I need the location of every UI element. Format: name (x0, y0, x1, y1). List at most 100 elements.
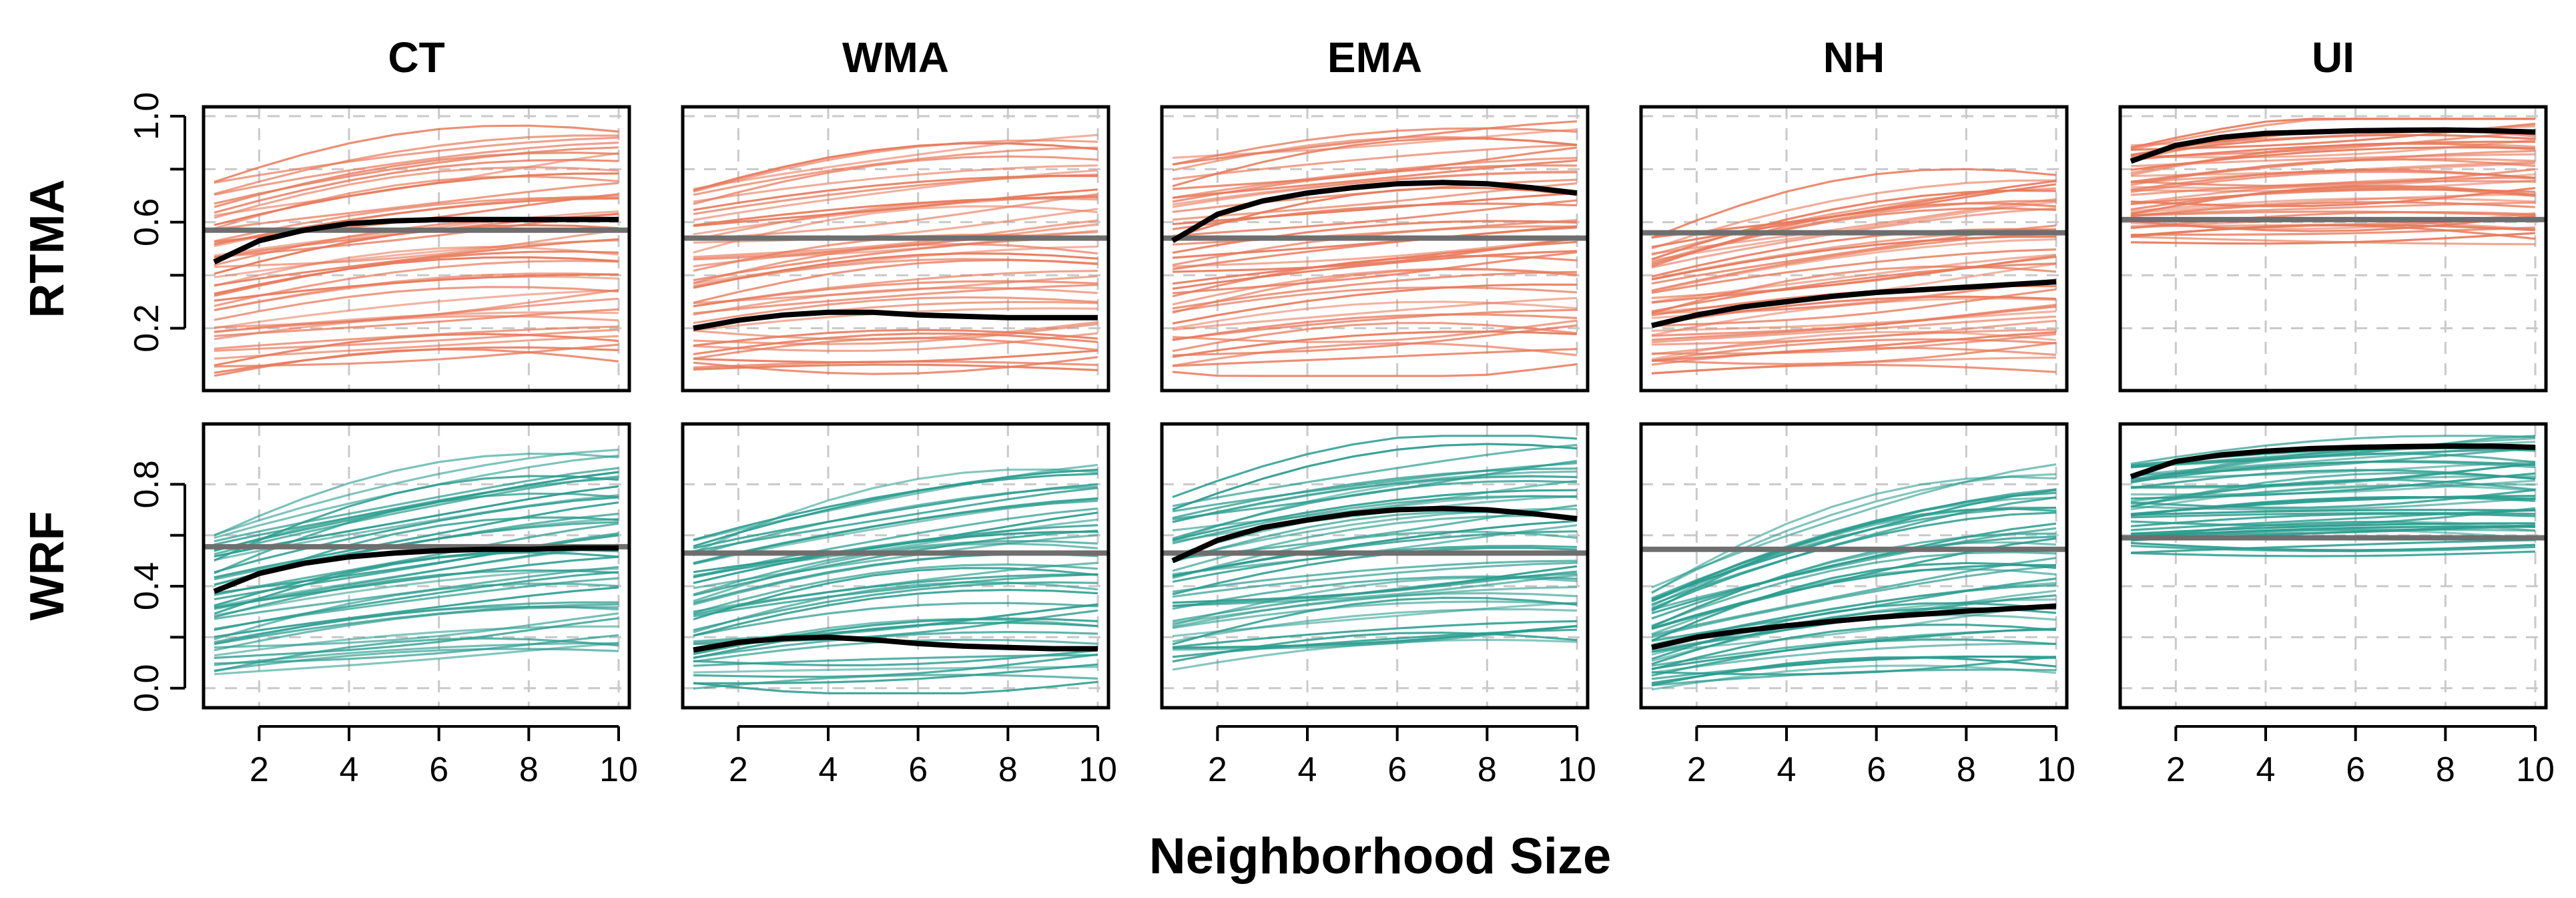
member-line (2130, 130, 2536, 159)
member-line (1172, 443, 1578, 507)
member-line (214, 543, 619, 610)
member-line (214, 182, 619, 231)
x-tick-label-ct-1: 4 (340, 750, 359, 789)
mean-line (1171, 180, 1578, 244)
member-line (1172, 596, 1578, 646)
member-line (1172, 120, 1578, 166)
member-line (693, 581, 1098, 632)
member-line (1172, 250, 1578, 290)
mean-line (693, 634, 1098, 653)
member-line (1651, 262, 2057, 313)
y-tick-label-rtma-0: 0.2 (127, 304, 166, 352)
member-line (693, 604, 1098, 643)
member-line (214, 532, 619, 601)
member-line (1651, 656, 2057, 676)
panel-frame (681, 422, 1110, 710)
member-line (1651, 304, 2057, 337)
x-tick-label-ct-0: 2 (250, 750, 269, 789)
member-line (2130, 545, 2536, 553)
member-line (214, 286, 619, 321)
x-tick-label-ema-0: 2 (1208, 750, 1227, 789)
member-line (693, 270, 1098, 308)
member-line (1651, 628, 2057, 670)
panel-rtma-ema (1160, 105, 1590, 393)
member-line (1172, 363, 1578, 377)
member-line (214, 471, 619, 546)
member-line (214, 334, 619, 360)
member-line (1651, 228, 2057, 278)
member-line (693, 487, 1098, 553)
member-line (1172, 170, 1578, 206)
member-line (1172, 625, 1578, 649)
member-line (1651, 565, 2057, 638)
member-line (693, 463, 1098, 541)
panel-frame (2118, 422, 2548, 710)
y-tick-label-wrf-2: 0.8 (127, 460, 166, 508)
member-line (1651, 557, 2057, 636)
member-line (1651, 532, 2057, 628)
member-line (1172, 489, 1578, 541)
member-line (693, 473, 1098, 541)
member-line (1172, 157, 1578, 199)
panel-rtma-nh (1639, 105, 2069, 393)
member-line (2130, 469, 2536, 489)
member-line (1651, 179, 2057, 250)
member-line (2130, 447, 2536, 477)
member-line (693, 332, 1098, 355)
member-line (2130, 522, 2535, 535)
member-line (693, 196, 1098, 227)
mean-line (2130, 443, 2536, 479)
member-line (1652, 332, 2057, 355)
member-line (214, 272, 619, 311)
row-title-rtma: RTMA (21, 180, 74, 318)
member-line (693, 296, 1098, 324)
member-line (693, 588, 1098, 637)
mean-line (213, 545, 619, 594)
member-line (1172, 575, 1578, 610)
member-line (214, 566, 619, 620)
member-line (1651, 488, 2057, 600)
member-line (1172, 300, 1578, 330)
member-line (2130, 550, 2536, 557)
x-tick-label-ui-4: 10 (2516, 750, 2555, 789)
member-line (1172, 127, 1578, 166)
member-line (1172, 620, 1578, 648)
member-line (1172, 286, 1578, 313)
member-line (1172, 219, 1578, 246)
member-line (214, 485, 619, 557)
member-line (693, 511, 1098, 574)
member-line (214, 642, 619, 676)
member-line (693, 155, 1098, 206)
panel-rtma-wma (681, 105, 1110, 393)
member-line (693, 164, 1098, 203)
member-line (1172, 562, 1578, 598)
member-line (693, 573, 1098, 618)
member-line (1651, 319, 2057, 346)
member-line (1651, 288, 2057, 327)
member-line (2130, 507, 2536, 527)
panel-wrf-ct (202, 422, 631, 710)
member-line (2130, 187, 2536, 208)
member-line (693, 223, 1098, 260)
panel-frame (1160, 105, 1590, 393)
member-line (1651, 248, 2057, 294)
member-line (214, 501, 619, 579)
member-line (693, 142, 1098, 192)
member-line (214, 229, 619, 268)
x-tick-label-ema-1: 4 (1298, 750, 1317, 789)
member-line (214, 634, 619, 665)
member-line (214, 136, 619, 184)
member-line (693, 134, 1098, 190)
panel-frame (2118, 105, 2548, 393)
member-line (1172, 199, 1578, 237)
x-tick-label-ui-3: 8 (2436, 750, 2455, 789)
member-line (693, 630, 1098, 659)
member-line (214, 308, 619, 337)
member-line (2130, 525, 2536, 535)
member-line (214, 158, 619, 214)
member-line (1172, 348, 1578, 367)
member-line (1172, 144, 1578, 180)
column-title-nh: NH (1823, 33, 1885, 81)
panel-frame (202, 105, 631, 393)
member-line (2130, 168, 2536, 187)
